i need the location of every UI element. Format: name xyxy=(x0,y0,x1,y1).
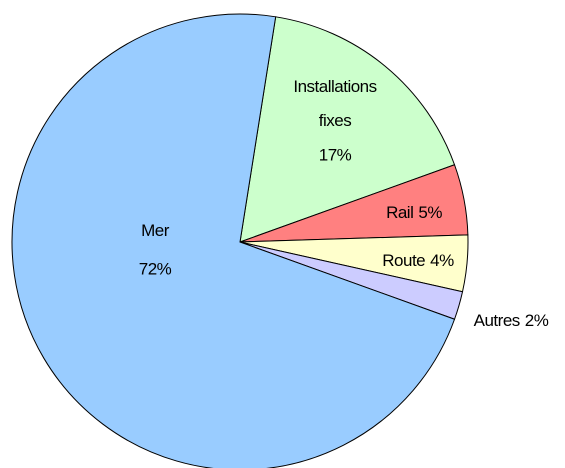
category-label: Rail xyxy=(386,203,413,222)
value-label: 5% xyxy=(418,203,442,222)
category-label: Autres xyxy=(474,311,520,330)
pie-slice xyxy=(11,13,456,468)
value-label: 17% xyxy=(319,145,352,164)
slice-label: Autres 2% xyxy=(474,311,549,330)
slice-label: Route 4% xyxy=(382,251,454,270)
category-label: Mer xyxy=(141,221,170,240)
category-label: Route xyxy=(382,251,425,270)
value-label: 4% xyxy=(430,251,454,270)
pie-slice xyxy=(239,16,456,243)
category-label: Installations fixes xyxy=(293,77,376,130)
value-label: 72% xyxy=(139,259,172,278)
value-label: 2% xyxy=(525,311,549,330)
slice-label: Rail 5% xyxy=(386,203,442,222)
